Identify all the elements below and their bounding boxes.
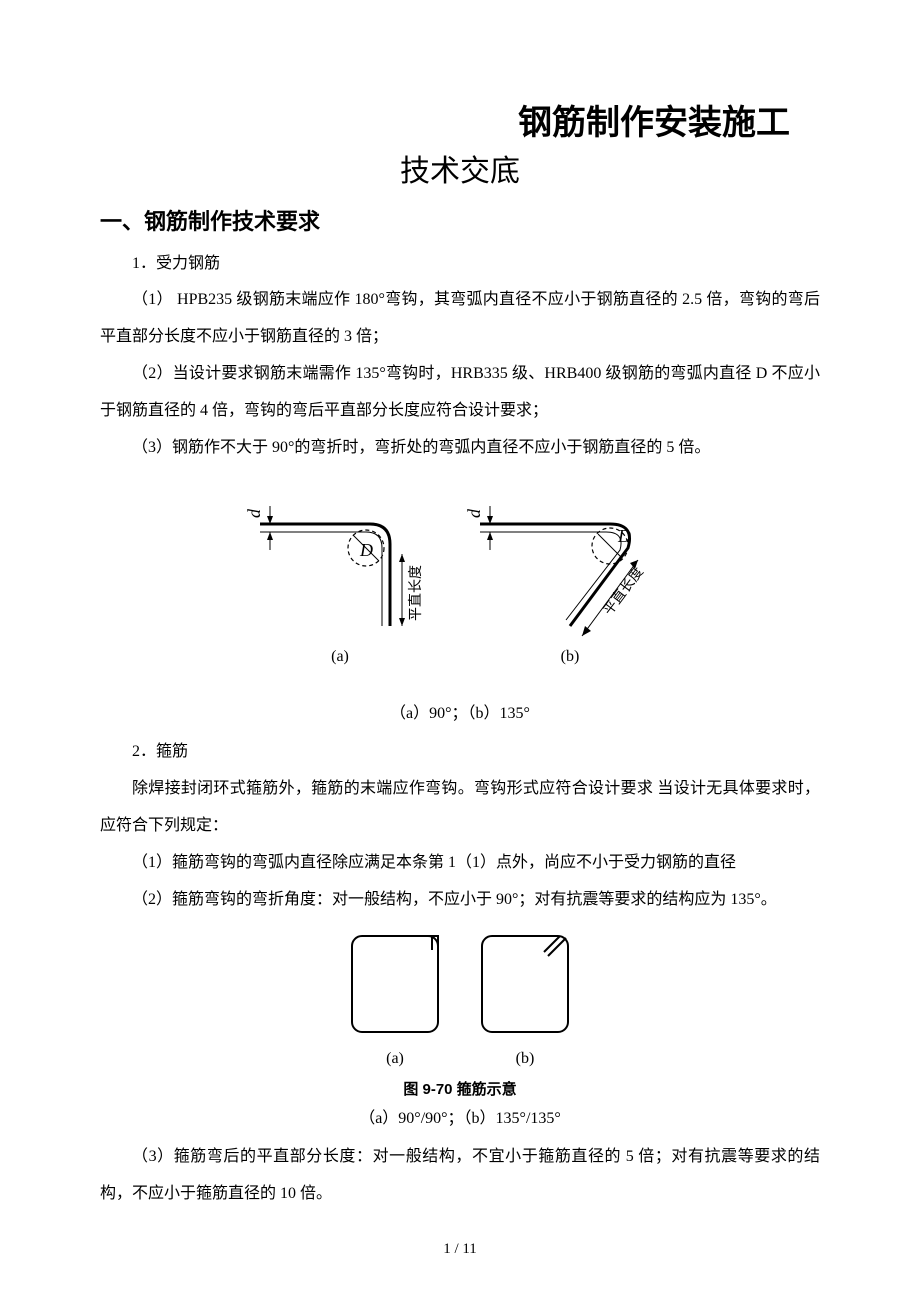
figure-1b: d D 平直长度 (b) [460, 476, 680, 666]
para-7: （1）箍筋弯钩的弯弧内直径除应满足本条第 1（1）点外，尚应不小于受力钢筋的直径 [100, 845, 820, 882]
para-4: （3）钢筋作不大于 90°的弯折时，弯折处的弯弧内直径不应小于钢筋直径的 5 倍… [100, 430, 820, 467]
figure-2a: (a) [340, 928, 450, 1068]
fig1a-d-label: d [244, 508, 264, 518]
para-3: （2）当设计要求钢筋末端需作 135°弯钩时，HRB335 级、HRB400 级… [100, 356, 820, 430]
para-2: （1） HPB235 级钢筋末端应作 180°弯钩，其弯弧内直径不应小于钢筋直径… [100, 282, 820, 356]
document-page: 钢筋制作安装施工 技术交底 一、钢筋制作技术要求 1．受力钢筋 （1） HPB2… [0, 0, 920, 1302]
fig1b-d-label: d [464, 508, 484, 518]
para-9: （3）箍筋弯后的平直部分长度：对一般结构，不宜小于箍筋直径的 5 倍；对有抗震等… [100, 1139, 820, 1213]
section-heading-1: 一、钢筋制作技术要求 [100, 204, 820, 236]
fig1a-D-label: D [359, 540, 373, 560]
para-8: （2）箍筋弯钩的弯折角度：对一般结构，不应小于 90°；对有抗震等要求的结构应为… [100, 882, 820, 919]
figure-2-caption: （a）90°/90°；（b）135°/135° [100, 1103, 820, 1135]
figure-2b: (b) [470, 928, 580, 1068]
figure-1b-label: (b) [460, 648, 680, 666]
fig1a-straight-label: 平直长度 [407, 565, 424, 621]
figure-1a-label: (a) [240, 648, 440, 666]
doc-title-line1: 钢筋制作安装施工 [100, 100, 820, 148]
para-6: 除焊接封闭环式箍筋外，箍筋的末端应作弯钩。弯钩形式应符合设计要求 当设计无具体要… [100, 771, 820, 845]
doc-title-line2: 技术交底 [100, 148, 820, 196]
fig1b-straight-label: 平直长度 [600, 564, 647, 619]
fig1b-D-label: D [617, 526, 631, 546]
figure-2: (a) (b) [100, 928, 820, 1068]
figure-2a-label: (a) [340, 1050, 450, 1068]
figure-1a: d D 平直长度 (a) [240, 476, 440, 666]
para-1: 1．受力钢筋 [100, 246, 820, 283]
figure-2b-label: (b) [470, 1050, 580, 1068]
figure-1-caption: （a）90°；（b）135° [100, 698, 820, 730]
figure-2-title: 图 9-70 箍筋示意 [100, 1078, 820, 1099]
page-number: 1 / 11 [0, 1241, 920, 1258]
figure-1: d D 平直长度 (a) [100, 476, 820, 666]
para-5: 2．箍筋 [100, 734, 820, 771]
